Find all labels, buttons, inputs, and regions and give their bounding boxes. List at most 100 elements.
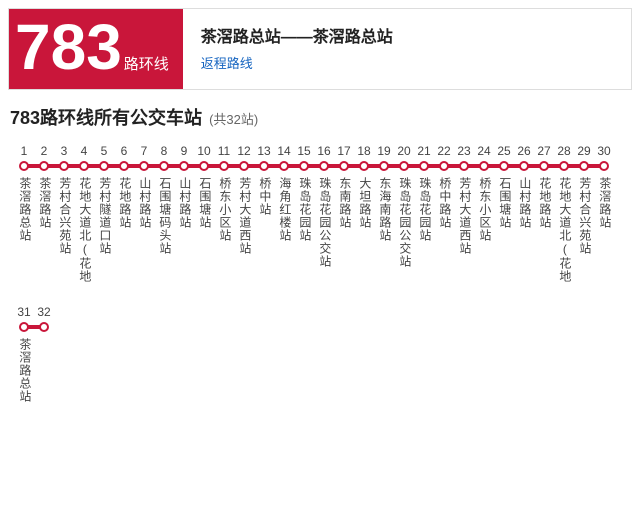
stop-number: 6: [114, 144, 134, 158]
route-badge: 783 路环线: [9, 9, 183, 89]
route-line: [14, 322, 54, 332]
stop-row: 3132 茶滘路总站: [14, 305, 54, 403]
stop-dot: [59, 161, 69, 171]
stop-dot: [419, 161, 429, 171]
stop-number: 4: [74, 144, 94, 158]
stop-name[interactable]: 东海南路站: [374, 175, 394, 283]
route-line: [14, 161, 614, 171]
stop-dot: [39, 322, 49, 332]
stop-name[interactable]: 花地大道北(花地: [554, 175, 574, 283]
stop-number: 12: [234, 144, 254, 158]
stop-dot: [559, 161, 569, 171]
stop-dot: [79, 161, 89, 171]
stop-name[interactable]: 花地路站: [114, 175, 134, 283]
stop-dot: [299, 161, 309, 171]
stop-name[interactable]: 桥中路站: [434, 175, 454, 283]
stop-dot: [259, 161, 269, 171]
stop-number: 28: [554, 144, 574, 158]
stop-dot: [119, 161, 129, 171]
stop-dot: [19, 322, 29, 332]
stop-dot: [599, 161, 609, 171]
stop-name[interactable]: 花地大道北(花地: [74, 175, 94, 283]
stop-dot: [459, 161, 469, 171]
header-info: 茶滘路总站——茶滘路总站 返程路线: [183, 9, 411, 89]
stops-diagram: 1234567891011121314151617181920212223242…: [8, 144, 632, 403]
stop-dot: [519, 161, 529, 171]
stop-number: 24: [474, 144, 494, 158]
stop-number: 7: [134, 144, 154, 158]
station-count: (共32站): [209, 112, 258, 127]
stop-name[interactable]: 芳村合兴苑站: [574, 175, 594, 283]
stop-dot: [199, 161, 209, 171]
stop-dot: [399, 161, 409, 171]
stop-dot: [279, 161, 289, 171]
stop-number: 11: [214, 144, 234, 158]
stop-name[interactable]: 珠岛花园站: [414, 175, 434, 283]
stop-name[interactable]: 茶滘路站: [594, 175, 614, 283]
stop-name[interactable]: 石围塘码头站: [154, 175, 174, 283]
stop-number: 20: [394, 144, 414, 158]
stop-number: 30: [594, 144, 614, 158]
stop-name[interactable]: 茶滘路总站: [14, 336, 34, 403]
section-title: 783路环线所有公交车站 (共32站): [10, 104, 632, 130]
stop-dot: [499, 161, 509, 171]
stop-name[interactable]: 珠岛花园公交站: [314, 175, 334, 283]
stop-name[interactable]: 海角红楼站: [274, 175, 294, 283]
stop-number: 31: [14, 305, 34, 319]
stop-name[interactable]: 山村路站: [134, 175, 154, 283]
stop-number: 16: [314, 144, 334, 158]
stop-number: 32: [34, 305, 54, 319]
stop-name[interactable]: 山村路站: [514, 175, 534, 283]
return-route-link[interactable]: 返程路线: [201, 53, 393, 72]
stop-row: 1234567891011121314151617181920212223242…: [14, 144, 614, 283]
stop-number: 3: [54, 144, 74, 158]
route-number: 783: [15, 15, 122, 79]
stop-dot: [339, 161, 349, 171]
stop-name[interactable]: 茶滘路总站: [14, 175, 34, 283]
stop-dot: [239, 161, 249, 171]
stop-name[interactable]: 珠岛花园站: [294, 175, 314, 283]
stop-name[interactable]: 桥东小区站: [214, 175, 234, 283]
stop-dot: [319, 161, 329, 171]
stop-number: 5: [94, 144, 114, 158]
stop-number: 10: [194, 144, 214, 158]
route-suffix: 路环线: [124, 53, 169, 74]
stop-name[interactable]: 桥中站: [254, 175, 274, 283]
stop-name[interactable]: 大坦路站: [354, 175, 374, 283]
stop-dot: [539, 161, 549, 171]
stop-dot: [359, 161, 369, 171]
stop-number: 25: [494, 144, 514, 158]
stop-number: 27: [534, 144, 554, 158]
stop-number: 19: [374, 144, 394, 158]
stop-dot: [159, 161, 169, 171]
stop-dot: [19, 161, 29, 171]
stop-name[interactable]: 东南路站: [334, 175, 354, 283]
stop-name[interactable]: 芳村隧道口站: [94, 175, 114, 283]
stop-number: 2: [34, 144, 54, 158]
stop-name[interactable]: 芳村大道西站: [234, 175, 254, 283]
stop-name[interactable]: 芳村大道西站: [454, 175, 474, 283]
stop-dot: [379, 161, 389, 171]
stop-dot: [219, 161, 229, 171]
stop-dot: [179, 161, 189, 171]
stop-number: 23: [454, 144, 474, 158]
stop-name[interactable]: 花地路站: [534, 175, 554, 283]
stop-number: 8: [154, 144, 174, 158]
stop-name[interactable]: 石围塘站: [494, 175, 514, 283]
stop-name[interactable]: 桥东小区站: [474, 175, 494, 283]
header-card: 783 路环线 茶滘路总站——茶滘路总站 返程路线: [8, 8, 632, 90]
stop-number: 15: [294, 144, 314, 158]
stop-name[interactable]: 山村路站: [174, 175, 194, 283]
section-title-text: 783路环线所有公交车站: [10, 108, 202, 128]
route-title: 茶滘路总站——茶滘路总站: [201, 23, 393, 47]
stop-name[interactable]: 石围塘站: [194, 175, 214, 283]
stop-number: 29: [574, 144, 594, 158]
stop-name[interactable]: [34, 336, 54, 403]
stop-dot: [579, 161, 589, 171]
stop-dot: [439, 161, 449, 171]
stop-name[interactable]: 珠岛花园公交站: [394, 175, 414, 283]
stop-dot: [39, 161, 49, 171]
stop-name[interactable]: 茶滘路站: [34, 175, 54, 283]
stop-name[interactable]: 芳村合兴苑站: [54, 175, 74, 283]
stop-number: 14: [274, 144, 294, 158]
